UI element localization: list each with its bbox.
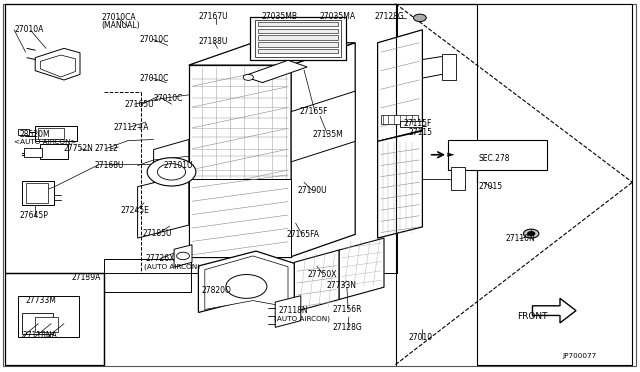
Bar (442, 54, 456, 80)
Bar (381, 115, 418, 124)
Bar (258, 22, 338, 26)
Bar (18, 296, 79, 337)
Text: 27135M: 27135M (312, 130, 343, 139)
Bar (250, 17, 346, 60)
Bar (400, 121, 422, 127)
Circle shape (157, 164, 186, 180)
Circle shape (177, 252, 189, 260)
Bar (35, 317, 58, 332)
Bar (35, 126, 77, 141)
Text: 27165U: 27165U (125, 100, 154, 109)
Bar (258, 29, 338, 33)
Polygon shape (35, 48, 80, 80)
Text: 27115: 27115 (408, 128, 433, 137)
Circle shape (243, 74, 253, 80)
Polygon shape (291, 91, 355, 162)
Text: 27156R: 27156R (333, 305, 362, 314)
Text: 27139A: 27139A (72, 273, 101, 282)
Polygon shape (189, 65, 291, 257)
Text: JP700077: JP700077 (562, 353, 596, 359)
Text: 27010CA: 27010CA (101, 13, 136, 22)
Text: 27128G: 27128G (333, 323, 362, 332)
Polygon shape (189, 43, 355, 65)
Text: (MANUAL): (MANUAL) (101, 21, 140, 30)
Polygon shape (189, 179, 291, 257)
Text: 27010C: 27010C (154, 94, 183, 103)
Bar (258, 35, 338, 40)
Circle shape (413, 14, 426, 22)
Bar (40, 144, 68, 159)
Text: 27733N: 27733N (326, 281, 356, 290)
Text: 27035MA: 27035MA (320, 12, 356, 21)
Bar (18, 129, 29, 135)
Text: 27118N: 27118N (278, 306, 308, 315)
Text: 27165FA: 27165FA (287, 230, 320, 239)
Text: 27010C: 27010C (140, 35, 169, 44)
Polygon shape (205, 256, 288, 310)
Text: 27168U: 27168U (95, 161, 124, 170)
Polygon shape (40, 55, 76, 77)
Circle shape (524, 229, 539, 238)
Polygon shape (291, 43, 355, 257)
Bar (24, 148, 42, 157)
Polygon shape (174, 245, 192, 267)
Bar (26, 183, 48, 203)
Text: 27110N: 27110N (506, 234, 535, 243)
Text: 27645P: 27645P (19, 211, 48, 219)
Text: (AUTO AIRCON): (AUTO AIRCON) (144, 263, 200, 270)
Text: 27010C: 27010C (140, 74, 169, 83)
Circle shape (226, 275, 267, 298)
Text: 27188U: 27188U (198, 37, 228, 46)
Text: SEC.278: SEC.278 (479, 154, 510, 163)
Text: 27112+A: 27112+A (114, 123, 149, 132)
Text: <AUTO AIRCON>: <AUTO AIRCON> (14, 139, 77, 145)
Polygon shape (275, 296, 301, 327)
Polygon shape (532, 298, 576, 323)
Text: 27118NA: 27118NA (22, 331, 57, 340)
Text: (AUTO AIRCON): (AUTO AIRCON) (274, 315, 330, 322)
Bar (258, 49, 338, 53)
Polygon shape (477, 4, 632, 365)
Polygon shape (294, 250, 339, 312)
Text: 27101U: 27101U (164, 161, 193, 170)
Bar (258, 42, 338, 46)
Text: 27112: 27112 (95, 144, 118, 153)
Text: 27733M: 27733M (26, 296, 56, 305)
Bar (104, 259, 191, 292)
Text: 27750X: 27750X (307, 270, 337, 279)
Text: 27245E: 27245E (120, 206, 149, 215)
Text: FRONT: FRONT (517, 312, 548, 321)
Text: 27752N: 27752N (64, 144, 94, 153)
Bar (451, 167, 465, 190)
Text: 27185U: 27185U (142, 229, 172, 238)
Text: 27115F: 27115F (403, 119, 431, 128)
Text: 27010A: 27010A (14, 25, 44, 34)
Text: 28520M: 28520M (19, 130, 50, 139)
Text: 27726X: 27726X (146, 254, 175, 263)
Polygon shape (339, 238, 384, 299)
Circle shape (147, 158, 196, 186)
Bar (22, 313, 53, 334)
Bar (255, 20, 341, 57)
Text: 27190U: 27190U (298, 186, 327, 195)
Text: 27015: 27015 (479, 182, 503, 191)
Text: 27820O: 27820O (202, 286, 232, 295)
Circle shape (527, 231, 535, 236)
Polygon shape (138, 174, 189, 238)
Text: 27128G: 27128G (374, 12, 404, 21)
Bar (38, 128, 64, 139)
Polygon shape (154, 140, 189, 214)
Polygon shape (243, 60, 307, 83)
Bar (5, 273, 104, 365)
Bar (448, 140, 547, 170)
Polygon shape (198, 251, 294, 312)
Text: 27010: 27010 (408, 333, 433, 342)
Polygon shape (447, 153, 454, 157)
Text: 27035MB: 27035MB (261, 12, 297, 21)
Polygon shape (378, 131, 422, 238)
Polygon shape (378, 30, 422, 141)
Bar (22, 181, 54, 205)
Text: 27167U: 27167U (198, 12, 228, 21)
Text: 27165F: 27165F (300, 107, 328, 116)
